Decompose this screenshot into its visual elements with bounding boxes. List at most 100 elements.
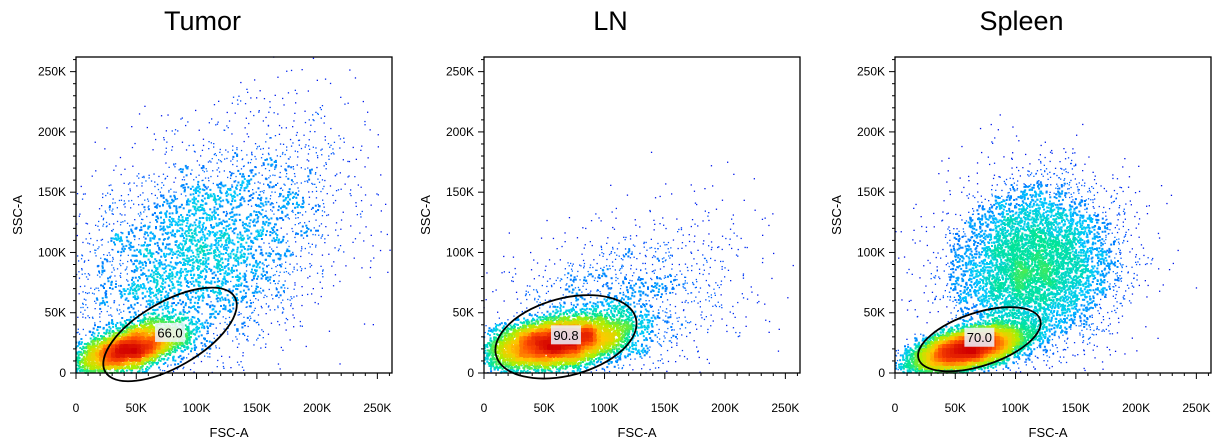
event-dot [242, 165, 245, 168]
event-dot [142, 192, 144, 194]
event-dot [135, 286, 138, 289]
event-dot [149, 319, 152, 322]
event-dot [213, 143, 215, 145]
event-dot [242, 297, 245, 300]
event-dot [197, 276, 200, 279]
event-dot [236, 205, 239, 208]
event-dot [205, 213, 208, 216]
event-dot [162, 226, 165, 229]
event-dot [171, 253, 174, 256]
event-dot [241, 299, 244, 301]
event-dot [131, 331, 134, 334]
event-dot [104, 339, 107, 342]
event-dot [136, 302, 139, 304]
event-dot [97, 367, 100, 370]
event-dot [158, 259, 161, 262]
event-dot [182, 319, 185, 322]
event-dot [287, 196, 290, 199]
event-dot [160, 221, 163, 224]
event-dot [155, 227, 157, 230]
event-dot [213, 206, 216, 209]
event-dot [216, 297, 219, 300]
event-dot [257, 321, 259, 323]
event-dot [285, 271, 288, 273]
event-dot [91, 292, 94, 294]
event-dot [285, 255, 288, 258]
event-dot [151, 324, 154, 327]
event-dot [95, 302, 97, 304]
event-dot [111, 248, 113, 251]
event-dot [262, 289, 265, 292]
event-dot [204, 239, 206, 242]
event-dot [149, 291, 152, 294]
event-dot [256, 229, 259, 232]
event-dot [301, 268, 303, 270]
event-dot [167, 247, 170, 250]
event-dot [159, 228, 162, 231]
event-dot [166, 303, 169, 306]
event-dot [241, 234, 244, 237]
event-dot [228, 308, 231, 311]
event-dot [277, 113, 279, 115]
event-dot [205, 202, 208, 205]
event-dot [267, 333, 270, 335]
event-dot [210, 244, 213, 247]
event-dot [296, 201, 298, 204]
event-dot [115, 233, 117, 236]
event-dot [124, 269, 126, 271]
event-dot [90, 348, 92, 351]
event-dot [159, 355, 162, 358]
event-dot [144, 255, 147, 258]
event-dot [332, 194, 334, 196]
event-dot [335, 222, 338, 224]
event-dot [224, 258, 227, 261]
event-dot [158, 366, 161, 369]
event-dot [280, 227, 282, 229]
event-dot [97, 326, 99, 328]
event-dot [201, 231, 204, 233]
event-dot [156, 268, 159, 271]
event-dot [151, 237, 154, 240]
event-dot [197, 274, 200, 277]
event-dot [270, 322, 273, 324]
event-dot [160, 216, 162, 219]
event-dot [233, 195, 236, 198]
event-dot [278, 196, 280, 198]
event-dot [127, 240, 130, 243]
event-dot [100, 239, 102, 241]
event-dot [216, 123, 219, 125]
event-dot [91, 346, 94, 349]
event-dot [88, 343, 91, 346]
event-dot [307, 181, 309, 183]
event-dot [209, 231, 211, 233]
event-dot [239, 243, 242, 246]
event-dot [134, 311, 137, 314]
event-dot [231, 215, 234, 218]
event-dot [248, 225, 251, 228]
event-dot [202, 256, 205, 259]
event-dot [292, 211, 294, 213]
event-dot [267, 218, 270, 221]
event-dot [211, 218, 213, 221]
event-dot [262, 337, 264, 339]
event-dot [235, 180, 237, 182]
event-dot [175, 241, 178, 243]
event-dot [152, 274, 155, 277]
event-dot [185, 260, 188, 263]
event-dot [140, 285, 142, 288]
event-dot [220, 161, 223, 163]
event-dot [180, 252, 183, 255]
event-dot [225, 244, 228, 247]
event-dot [107, 305, 109, 307]
event-dot [214, 249, 216, 252]
event-dot [191, 259, 194, 261]
event-dot [217, 239, 220, 242]
event-dot [111, 271, 113, 273]
event-dot [99, 320, 101, 323]
event-dot [255, 211, 258, 214]
event-dot [244, 292, 247, 295]
event-dot [232, 285, 235, 288]
event-dot [254, 307, 256, 309]
event-dot [109, 254, 111, 256]
event-dot [176, 271, 179, 273]
